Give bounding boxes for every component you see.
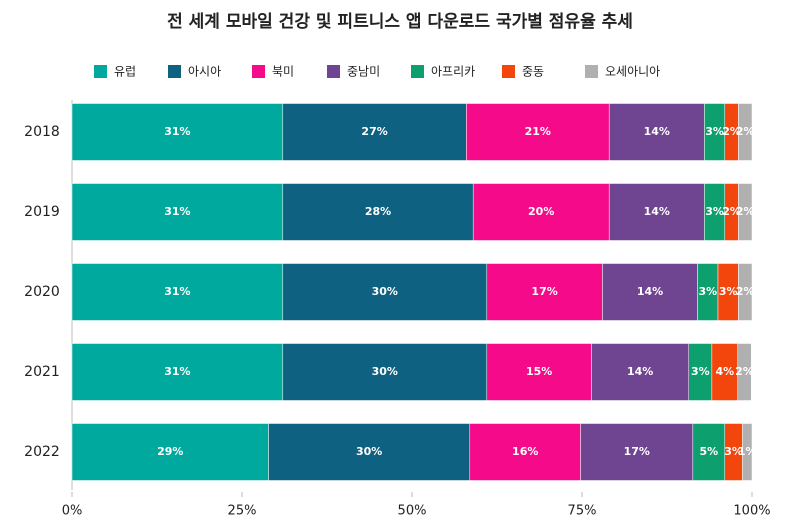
data-label: 3%	[705, 205, 724, 218]
bar-segment	[472, 183, 610, 241]
bar-segment	[737, 343, 752, 401]
data-label: 3%	[691, 365, 710, 378]
bar-segment	[738, 103, 753, 161]
data-label: 31%	[164, 205, 190, 218]
bar-segment	[738, 263, 753, 321]
legend-label: 아프리카	[431, 65, 475, 79]
legend-swatch	[585, 65, 598, 78]
data-label: 15%	[526, 365, 552, 378]
legend-label: 유럽	[114, 65, 136, 79]
chart-title: 전 세계 모바일 건강 및 피트니스 앱 다운로드 국가별 점유율 추세	[167, 11, 633, 32]
bar-segment	[71, 103, 284, 161]
bar-segment	[742, 423, 753, 481]
data-label: 28%	[365, 205, 391, 218]
bar-segment	[469, 423, 581, 481]
x-tick-label: 50%	[398, 504, 427, 519]
data-label: 2%	[736, 125, 755, 138]
y-tick-label: 2018	[24, 124, 60, 140]
y-tick-label: 2019	[24, 204, 60, 220]
bar-segment	[71, 263, 284, 321]
data-label: 3%	[698, 285, 717, 298]
y-tick-label: 2020	[24, 284, 60, 300]
data-label: 17%	[624, 445, 650, 458]
data-label: 27%	[361, 125, 387, 138]
bar-segment	[282, 263, 488, 321]
legend-swatch	[327, 65, 340, 78]
legend-label: 북미	[272, 65, 294, 79]
data-label: 31%	[164, 285, 190, 298]
data-label: 30%	[372, 365, 398, 378]
legend-label: 오세아니아	[605, 65, 660, 79]
data-label: 14%	[644, 205, 670, 218]
data-label: 2%	[722, 125, 741, 138]
data-label: 31%	[164, 365, 190, 378]
data-label: 5%	[699, 445, 718, 458]
data-label: 2%	[736, 285, 755, 298]
bar-segment	[71, 343, 284, 401]
y-tick-label: 2022	[24, 444, 60, 460]
data-label: 29%	[157, 445, 183, 458]
x-tick-label: 25%	[228, 504, 257, 519]
legend-label: 중동	[522, 65, 544, 79]
data-label: 3%	[724, 445, 743, 458]
data-label: 21%	[525, 125, 551, 138]
data-label: 3%	[705, 125, 724, 138]
bar-segment	[602, 263, 698, 321]
bar-segment	[486, 263, 603, 321]
bar-segment	[71, 183, 284, 241]
data-label: 31%	[164, 125, 190, 138]
bar-segment	[608, 103, 705, 161]
legend-swatch	[168, 65, 181, 78]
data-label: 14%	[637, 285, 663, 298]
legend-label: 중남미	[347, 65, 380, 79]
x-tick-label: 75%	[568, 504, 597, 519]
data-label: 1%	[738, 445, 757, 458]
x-tick-label: 0%	[62, 504, 83, 519]
data-label: 30%	[356, 445, 382, 458]
bar-segment	[711, 343, 738, 401]
bar-segment	[591, 343, 690, 401]
legend-swatch	[502, 65, 515, 78]
bar-segment	[268, 423, 471, 481]
legend-swatch	[94, 65, 107, 78]
data-label: 3%	[719, 285, 738, 298]
data-label: 14%	[627, 365, 653, 378]
legend-swatch	[411, 65, 424, 78]
data-label: 17%	[531, 285, 557, 298]
data-label: 4%	[715, 365, 734, 378]
data-label: 2%	[736, 205, 755, 218]
bar-segment	[692, 423, 726, 481]
legend-label: 아시아	[188, 65, 221, 79]
bar-segment	[738, 183, 753, 241]
bar-segment	[282, 343, 488, 401]
x-tick-label: 100%	[733, 504, 770, 519]
bar-segment	[282, 183, 474, 241]
data-label: 20%	[528, 205, 554, 218]
legend-swatch	[252, 65, 265, 78]
data-label: 2%	[735, 365, 754, 378]
bar-segment	[466, 103, 610, 161]
data-label: 14%	[644, 125, 670, 138]
data-label: 16%	[512, 445, 538, 458]
data-label: 2%	[722, 205, 741, 218]
data-label: 30%	[372, 285, 398, 298]
y-tick-label: 2021	[24, 364, 60, 380]
